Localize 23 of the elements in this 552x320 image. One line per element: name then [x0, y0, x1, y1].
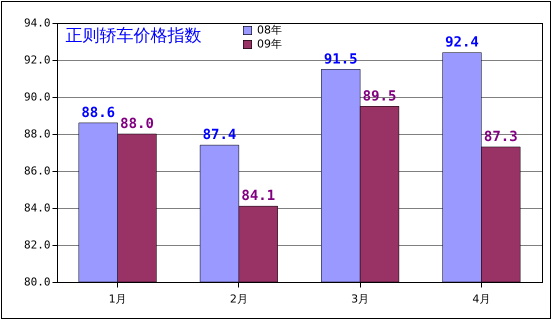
x-tick-label: 2月: [230, 292, 248, 306]
y-tick-label: 86.0: [24, 164, 50, 178]
y-tick-label: 92.0: [24, 54, 50, 66]
data-label: 84.1: [241, 188, 276, 204]
data-label: 89.5: [362, 88, 396, 104]
y-tick-label: 84.0: [24, 202, 50, 214]
x-tick-label: 3月: [351, 292, 370, 306]
y-tick-label: 82.0: [24, 238, 50, 252]
y-tick-label: 94.0: [24, 16, 50, 30]
data-label: 87.4: [202, 127, 236, 144]
chart-title: 正则轿车价格指数: [66, 26, 202, 46]
legend-label: 09年: [257, 38, 282, 50]
legend-label: 08年: [257, 24, 282, 36]
data-label: 88.0: [120, 116, 154, 132]
data-label: 88.6: [81, 104, 116, 121]
y-tick-label: 88.0: [24, 128, 50, 140]
y-tick-label: 80.0: [24, 276, 50, 288]
x-tick-label: 4月: [472, 292, 490, 306]
x-tick-label: 1月: [108, 292, 127, 306]
data-label: 92.4: [445, 34, 479, 51]
data-label: 91.5: [324, 51, 358, 68]
data-label: 87.3: [484, 128, 518, 145]
y-tick-label: 90.0: [24, 90, 50, 104]
